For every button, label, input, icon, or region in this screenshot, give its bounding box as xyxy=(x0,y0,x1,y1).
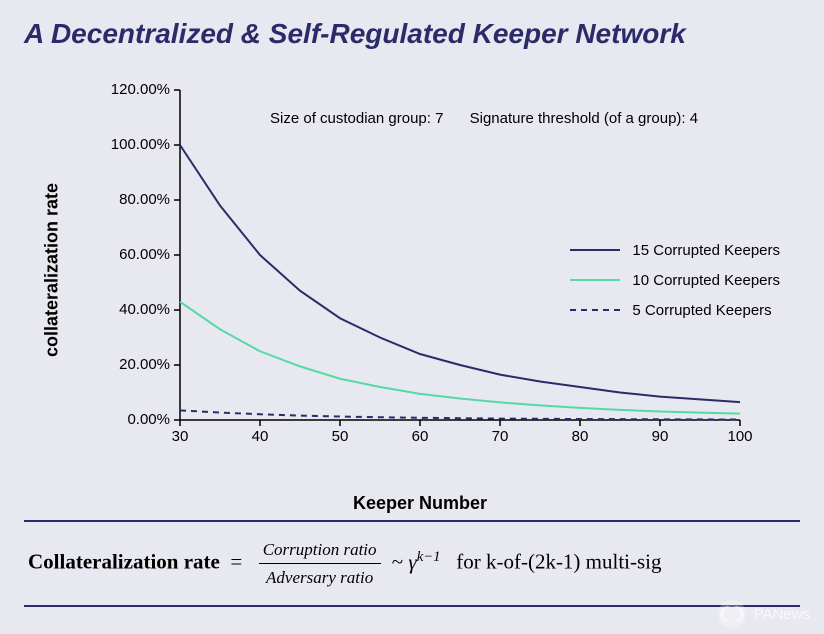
page-title: A Decentralized & Self-Regulated Keeper … xyxy=(24,18,686,50)
xtick-label: 30 xyxy=(172,428,189,445)
formula-tail: for k-of-(2k-1) multi-sig xyxy=(456,550,661,574)
watermark: PANews xyxy=(718,600,810,628)
xtick-label: 60 xyxy=(412,428,429,445)
chart: collateralization rate Size of custodian… xyxy=(60,70,780,470)
ytick-label: 40.00% xyxy=(119,301,170,318)
ytick-label: 120.00% xyxy=(111,81,170,98)
series-line xyxy=(180,145,740,402)
formula-fraction: Corruption ratio Adversary ratio xyxy=(259,536,381,591)
ytick-label: 0.00% xyxy=(127,411,170,428)
xtick-label: 80 xyxy=(572,428,589,445)
y-axis-label: collateralization rate xyxy=(42,183,63,357)
ytick-label: 80.00% xyxy=(119,191,170,208)
formula: Collateralization rate = Corruption rati… xyxy=(24,520,800,607)
xtick-label: 50 xyxy=(332,428,349,445)
formula-lhs: Collateralization rate xyxy=(28,550,220,574)
formula-denom: Adversary ratio xyxy=(259,564,381,591)
xtick-label: 90 xyxy=(652,428,669,445)
formula-gamma: γk−1 xyxy=(408,550,440,574)
watermark-text: PANews xyxy=(754,606,810,623)
xtick-label: 100 xyxy=(727,428,752,445)
ytick-label: 60.00% xyxy=(119,246,170,263)
xtick-label: 40 xyxy=(252,428,269,445)
xtick-label: 70 xyxy=(492,428,509,445)
ytick-label: 100.00% xyxy=(111,136,170,153)
formula-numerator: Corruption ratio xyxy=(259,536,381,564)
x-axis-label: Keeper Number xyxy=(353,493,487,514)
wechat-icon xyxy=(718,600,746,628)
ytick-label: 20.00% xyxy=(119,356,170,373)
plot-area xyxy=(180,90,740,420)
